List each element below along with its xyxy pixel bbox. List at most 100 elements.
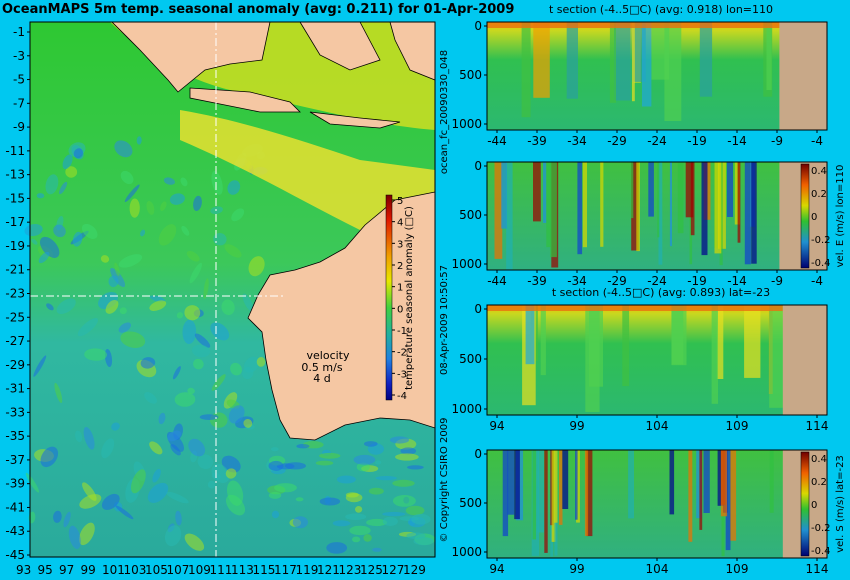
section-title: t section (-4..5□C) (avg: 0.893) lat=-23 (552, 286, 770, 299)
eddy (356, 462, 370, 472)
lat-tick-label: -29 (5, 358, 25, 372)
section-colorbar-label: vel. E (m/s) lon=110 (835, 165, 846, 268)
eddy (53, 224, 66, 238)
eddy (176, 312, 184, 319)
section-stripe (566, 22, 578, 99)
section-stripe (532, 450, 536, 540)
section-stripe (711, 305, 718, 404)
eddy (158, 412, 166, 425)
section-stripe (562, 450, 569, 509)
map-colorbar-tick-label: -4 (397, 391, 407, 402)
eddy (199, 414, 219, 420)
section-x-tick-label: 109 (726, 562, 749, 576)
section-colorbar-tick-label: 0.4 (811, 454, 827, 465)
section-stripe (544, 450, 548, 553)
section-x-tick-label: -34 (567, 134, 587, 148)
section-y-tick-label: 500 (459, 208, 482, 222)
map-colorbar-tick-label: 4 (397, 218, 403, 229)
eddy (285, 462, 306, 470)
eddy (228, 405, 245, 424)
eddy (210, 206, 223, 215)
section-stripe (744, 305, 761, 378)
eddy (372, 547, 382, 552)
eddy (193, 195, 202, 212)
eddy (45, 174, 59, 195)
section-stripe (714, 162, 722, 254)
section-y-tick-label: 1000 (451, 545, 482, 559)
lon-tick-label: 95 (38, 563, 53, 577)
velocity-legend-duration: 4 d (313, 372, 330, 385)
section-x-tick-label: -29 (607, 274, 627, 288)
eddy (46, 303, 54, 311)
map-lon-ticks: 93 95 97 99 10110310510710911111311511711912… (16, 563, 426, 577)
section-stripe (546, 162, 551, 248)
forecast-file-label: ocean_fc_20090330_048 (439, 50, 450, 174)
section-stripe (669, 162, 672, 247)
eddy (129, 198, 140, 218)
section-v-lat: 0 500 1000 94 99 104 109 114 0.4 0.2 0 -0.2 -0.4 vel.… (451, 447, 846, 576)
land-sumatra (111, 21, 271, 93)
section-x-tick-label: 104 (646, 562, 669, 576)
lat-tick-label: -37 (5, 453, 25, 467)
eddy (59, 181, 68, 195)
eddy (108, 275, 119, 288)
eddy (268, 460, 284, 471)
map-colorbar-tick-label: 3 (397, 239, 403, 250)
eddy (332, 520, 351, 527)
section-stripe (769, 305, 785, 408)
eddy (355, 506, 363, 513)
section-stripe (631, 162, 639, 251)
eddy (382, 516, 398, 527)
eddy (68, 525, 81, 549)
eddy (336, 475, 356, 484)
eddy (77, 317, 99, 337)
lat-tick-label: -7 (13, 96, 25, 110)
eddy (197, 454, 214, 470)
eddy (207, 480, 216, 489)
eddy (221, 455, 241, 473)
section-x-tick-label: -4 (811, 134, 823, 148)
eddy (407, 465, 424, 470)
lon-tick-label: 129 (403, 563, 426, 577)
section-colorbar-tick-label: -0.4 (811, 258, 831, 269)
eddy (193, 358, 204, 370)
eddy (174, 392, 196, 407)
eddy (163, 177, 175, 185)
lat-tick-label: -19 (5, 239, 25, 253)
map-lat-ticks: -1 -3 -5 -7 -9 -11 -13 -15 -17 -19 -21 -23 -25 -27 -29… (5, 25, 30, 562)
eddy (184, 305, 201, 321)
section-colorbar-label: vel. S (m/s) lat=-23 (835, 455, 846, 553)
map-colorbar-tick-label: 2 (397, 261, 403, 272)
eddy (186, 250, 200, 262)
eddy (53, 510, 62, 523)
lon-tick-label: 121 (317, 563, 340, 577)
section-stripe (551, 450, 557, 542)
section-colorbar-tick-label: -0.2 (811, 523, 831, 534)
velocity-legend-speed: 0.5 m/s (301, 361, 342, 374)
section-panels: t section (-4..5□C) (avg: 0.918) lon=110… (451, 3, 846, 576)
lon-tick-label: 119 (296, 563, 319, 577)
map-colorbar-ticks: 5 4 3 2 1 0 -1 -2 -3 -4 (392, 196, 407, 402)
eddy (63, 511, 71, 528)
eddy (140, 357, 156, 369)
eddy (115, 505, 134, 520)
eddy (101, 493, 120, 510)
section-stripe (657, 162, 660, 238)
eddy (225, 468, 237, 479)
eddy (326, 542, 348, 554)
eddy (270, 447, 279, 452)
section-colorbar-tick-label: 0.4 (811, 166, 827, 177)
section-t-lat: t section (-4..5□C) (avg: 0.893) lat=-23… (451, 286, 828, 433)
eddy (181, 225, 190, 236)
eddy (268, 491, 282, 499)
section-stripe (582, 162, 587, 248)
land-java (189, 87, 301, 113)
eddy (105, 299, 119, 314)
section-stripe (521, 22, 531, 118)
section-stripe (651, 22, 670, 80)
eddy (146, 200, 155, 215)
eddy (413, 537, 434, 546)
eddy (166, 491, 189, 504)
eddy (382, 511, 406, 517)
eddy (243, 418, 253, 428)
